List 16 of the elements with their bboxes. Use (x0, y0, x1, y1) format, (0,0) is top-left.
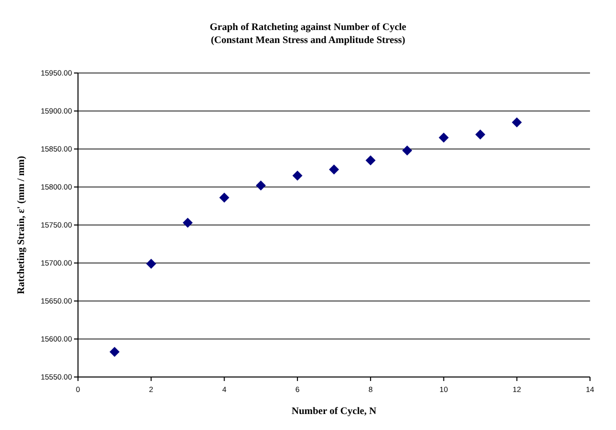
point (110, 346, 120, 357)
point (329, 164, 339, 175)
point (292, 170, 302, 181)
point (512, 117, 522, 128)
point (182, 218, 193, 228)
point (475, 130, 486, 140)
point (366, 155, 376, 166)
point (438, 132, 449, 143)
point (402, 146, 412, 156)
x-axis-title: Number of Cycle, N (292, 406, 378, 417)
chart-subtitle: (Constant Mean Stress and Amplitude Stress) (210, 35, 406, 46)
point (256, 180, 266, 190)
chart-title: Graph of Ratcheting against Number of Cycle (210, 22, 407, 33)
point (219, 192, 230, 203)
point (146, 258, 156, 269)
y-axis-title: Ratcheting Strain, ε' (mm / mm) (16, 156, 27, 294)
